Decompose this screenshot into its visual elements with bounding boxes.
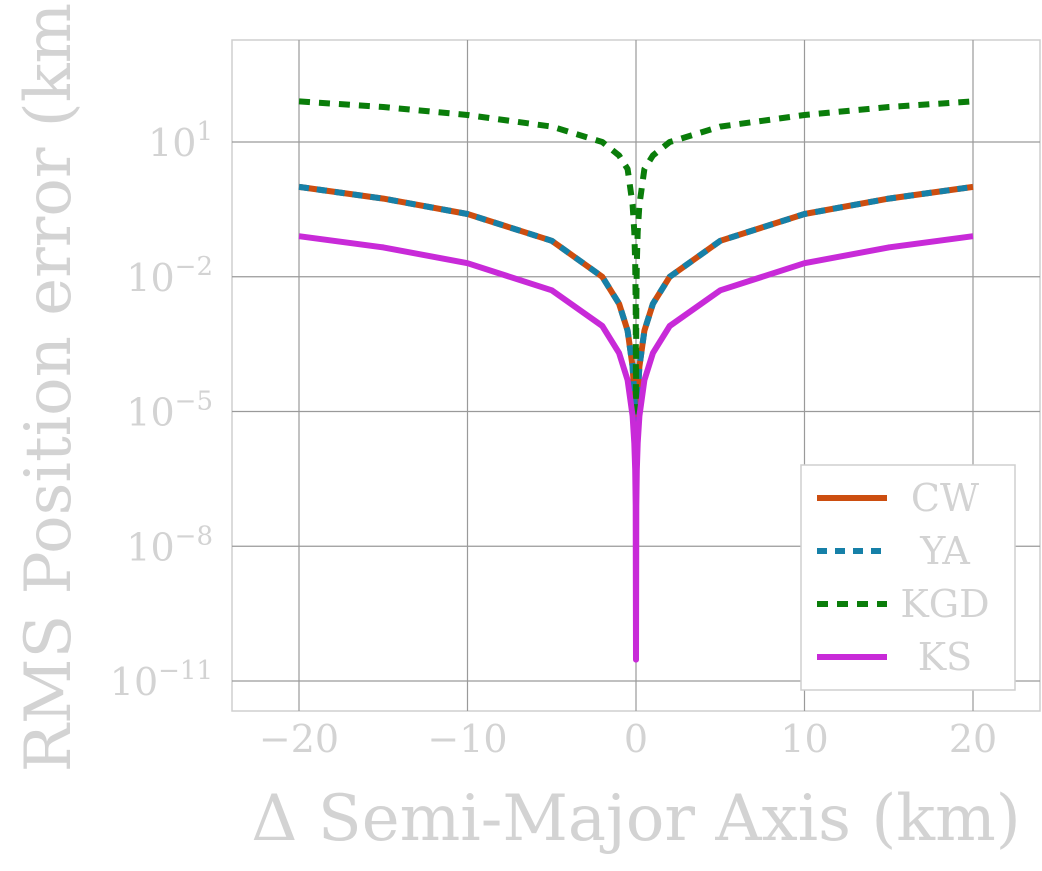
- legend-label-ks: KS: [918, 635, 972, 679]
- x-tick-label: −20: [259, 717, 339, 761]
- x-tick-label: 10: [780, 717, 828, 761]
- y-tick-labels: 101 10−2 10−5 10−8 10−11: [110, 117, 213, 704]
- series-line-ya: [298, 183, 974, 437]
- series-line-kgd: [298, 98, 974, 415]
- legend-label-kgd: KGD: [900, 582, 989, 626]
- legend-frame: [800, 464, 1016, 691]
- legend-items: CW YA KGD KS: [817, 476, 990, 679]
- legend-label-cw: CW: [911, 476, 979, 520]
- x-tick-label: 0: [624, 717, 648, 761]
- legend-label-ya: YA: [919, 529, 970, 573]
- y-tick-label: 101: [148, 117, 213, 165]
- y-tick-label: 10−5: [126, 387, 213, 435]
- series-line-ks: [298, 233, 974, 663]
- series-layer: [298, 98, 974, 663]
- x-tick-label: −10: [427, 717, 507, 761]
- y-tick-label: 10−11: [110, 656, 213, 704]
- legend: CW YA KGD KS: [800, 464, 1016, 691]
- y-tick-label: 10−8: [126, 521, 213, 569]
- x-tick-label: 20: [949, 717, 997, 761]
- x-axis-title: Δ Semi-Major Axis (km): [251, 782, 1020, 856]
- x-tick-labels: −20 −10 0 10 20: [259, 717, 997, 761]
- y-axis-title: RMS Position error (km): [12, 0, 86, 772]
- y-tick-label: 10−2: [126, 252, 213, 300]
